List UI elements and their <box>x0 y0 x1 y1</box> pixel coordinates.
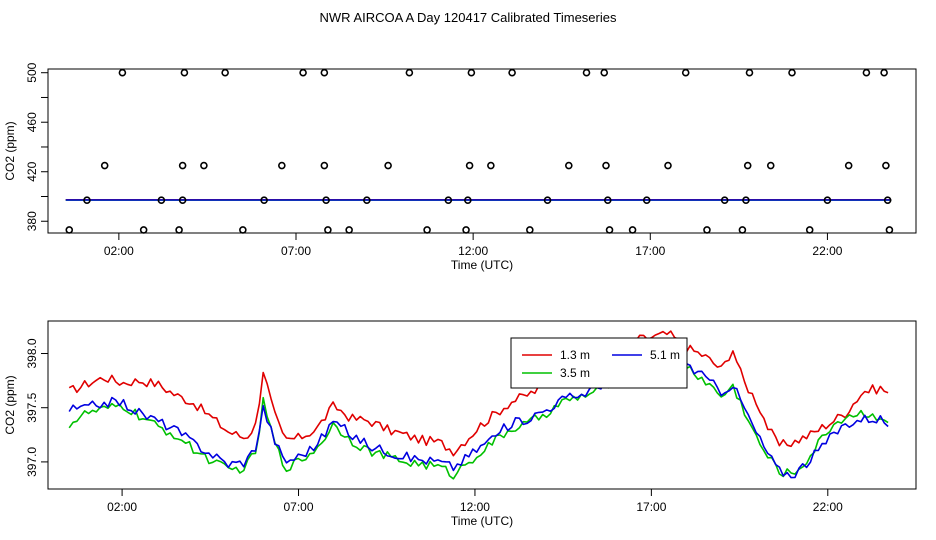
y-tick-label: 420 <box>25 161 39 181</box>
scatter-point <box>745 68 754 77</box>
chart-title: NWR AIRCOA A Day 120417 Calibrated Times… <box>320 10 617 25</box>
x-axis-label: Time (UTC) <box>451 514 513 528</box>
scatter-point <box>384 161 392 170</box>
scatter-point <box>278 161 286 170</box>
legend-box <box>510 337 688 389</box>
scatter-point <box>180 68 189 77</box>
scatter-point <box>324 226 332 234</box>
scatter-point <box>738 226 747 234</box>
scatter-point <box>602 161 610 170</box>
scatter-point <box>200 161 208 170</box>
y-tick-label: 500 <box>25 62 39 82</box>
series-line-5-1-m <box>68 350 889 479</box>
scatter-point <box>526 226 534 234</box>
scatter-point <box>885 226 894 234</box>
y-tick-label: 460 <box>25 112 39 132</box>
scatter-point <box>743 161 752 170</box>
x-tick-label: 02:00 <box>104 244 134 258</box>
scatter-point <box>603 196 612 204</box>
scatter-point <box>844 161 853 170</box>
x-tick-label: 07:00 <box>281 244 311 258</box>
scatter-point <box>600 68 609 77</box>
scatter-point <box>322 196 330 204</box>
legend: 1.3 m 3.5 m 5.1 m <box>510 337 688 389</box>
scatter-point <box>65 226 74 234</box>
scatter-point <box>320 68 329 77</box>
x-tick-label: 12:00 <box>458 244 488 258</box>
x-tick-label: 02:00 <box>107 500 137 514</box>
scatter-point <box>363 196 371 204</box>
scatter-point <box>83 196 91 204</box>
co2-scatter-panel: 02:00 07:00 12:00 17:00 22:00 380 420 460 500 Tim… <box>3 62 917 272</box>
scatter-point <box>487 161 495 170</box>
plot-frame <box>47 320 917 490</box>
x-tick-label: 17:00 <box>635 244 665 258</box>
co2-timeseries-panel: 02:00 07:00 12:00 17:00 22:00 397.0 397.5 398.0… <box>3 320 917 528</box>
scatter-point <box>118 68 127 77</box>
y-tick-label: 398.0 <box>25 338 39 368</box>
x-axis-label: Time (UTC) <box>451 258 513 272</box>
scatter-point <box>175 226 183 234</box>
scatter-point <box>178 161 187 170</box>
scatter-point <box>320 161 329 170</box>
scatter-point <box>139 226 148 234</box>
scatter-point <box>664 161 672 170</box>
scatter-point <box>823 196 832 204</box>
scatter-point <box>582 68 591 77</box>
legend-label: 1.3 m <box>560 348 590 362</box>
scatter-point <box>464 196 472 204</box>
scatter-point <box>805 226 814 234</box>
scatter-point <box>299 68 307 77</box>
y-axis-label: CO2 (ppm) <box>3 121 17 180</box>
scatter-point <box>883 196 892 204</box>
scatter-point <box>742 196 750 204</box>
scatter-point <box>862 68 871 77</box>
scatter-point <box>880 68 888 77</box>
x-tick-label: 12:00 <box>460 500 490 514</box>
x-tick-label: 22:00 <box>813 500 843 514</box>
scatter-point <box>157 196 166 204</box>
x-tick-label: 17:00 <box>636 500 666 514</box>
legend-label: 5.1 m <box>650 348 680 362</box>
legend-label: 3.5 m <box>560 366 590 380</box>
scatter-point <box>221 68 229 77</box>
scatter-point <box>260 196 268 204</box>
series-line-3-5-m <box>68 355 889 480</box>
y-axis-label: CO2 (ppm) <box>3 375 17 434</box>
scatter-point <box>444 196 453 204</box>
scatter-point <box>766 161 775 170</box>
scatter-point <box>405 68 414 77</box>
y-tick-label: 380 <box>25 211 39 231</box>
scatter-point <box>178 196 187 204</box>
scatter-point <box>508 68 516 77</box>
scatter-point <box>465 161 474 170</box>
scatter-point <box>467 68 476 77</box>
plot-frame <box>47 68 917 234</box>
scatter-point <box>882 161 890 170</box>
scatter-point <box>642 196 651 204</box>
scatter-point <box>788 68 796 77</box>
scatter-point <box>100 161 109 170</box>
x-tick-label: 22:00 <box>812 244 842 258</box>
scatter-point <box>720 196 729 204</box>
series-line-1-3-m <box>68 330 889 457</box>
scatter-point <box>681 68 690 77</box>
scatter-point <box>628 226 637 234</box>
scatter-point <box>462 226 470 234</box>
y-tick-label: 397.0 <box>25 447 39 477</box>
scatter-point <box>239 226 247 234</box>
x-tick-label: 07:00 <box>284 500 314 514</box>
scatter-point <box>605 226 614 234</box>
scatter-point <box>564 161 573 170</box>
scatter-point <box>423 226 431 234</box>
scatter-point <box>543 196 552 204</box>
scatter-point <box>345 226 353 234</box>
y-tick-label: 397.5 <box>25 392 39 422</box>
scatter-point <box>703 226 711 234</box>
